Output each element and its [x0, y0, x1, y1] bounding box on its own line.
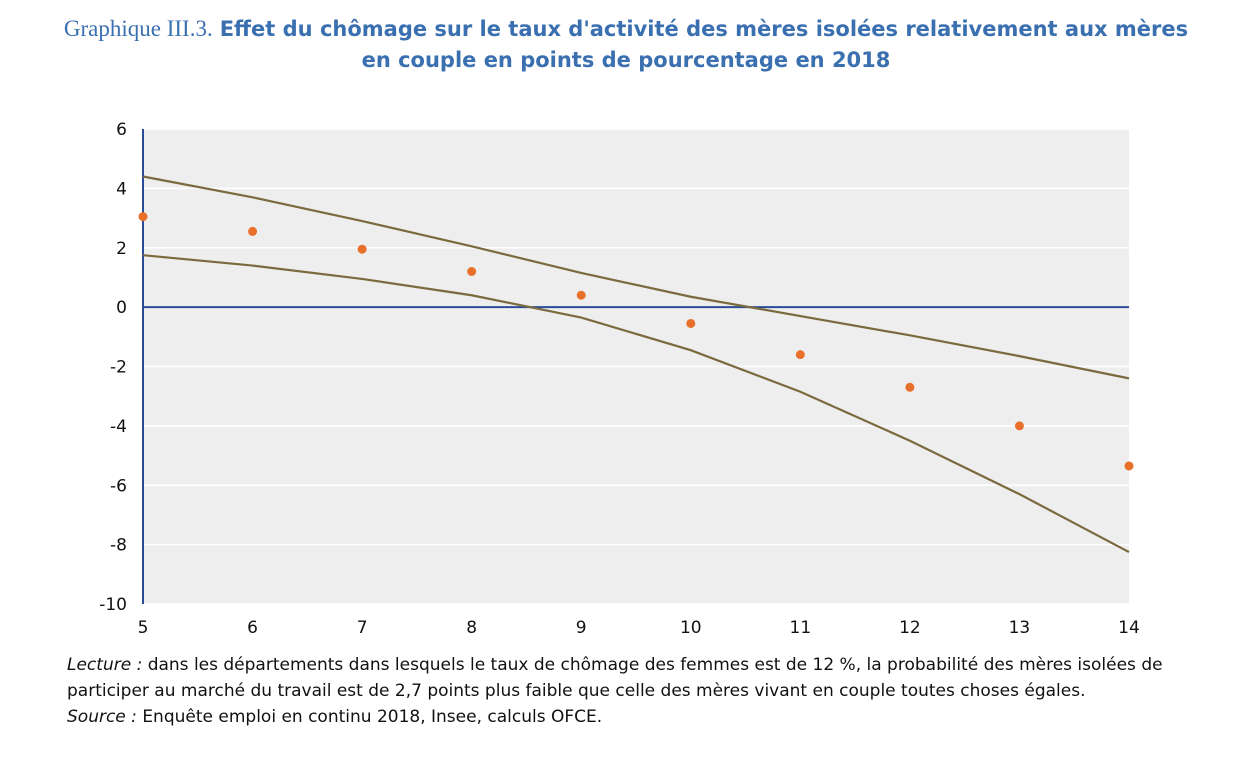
chart-notes: Lecture : dans les départements dans les…: [67, 652, 1177, 730]
lecture-note: Lecture : dans les départements dans les…: [67, 652, 1177, 704]
x-tick-label: 14: [1118, 618, 1140, 638]
y-tick-label: 4: [116, 179, 127, 199]
y-tick-label: -2: [110, 358, 127, 378]
x-tick-label: 6: [247, 618, 258, 638]
chart-title: Graphique III.3. Effet du chômage sur le…: [0, 14, 1252, 76]
data-point: [1124, 461, 1134, 471]
data-point: [686, 318, 696, 328]
lecture-label: Lecture :: [67, 655, 143, 675]
source-label: Source :: [67, 707, 137, 727]
data-point: [467, 267, 477, 276]
y-tick-label: -4: [110, 417, 127, 437]
lecture-text: dans les départements dans lesquels le t…: [67, 655, 1163, 701]
y-tick-label: 6: [116, 120, 127, 140]
x-tick-label: 5: [138, 618, 149, 638]
data-point: [576, 290, 586, 300]
x-tick-label: 9: [576, 618, 587, 638]
chart-title-line1: Effet du chômage sur le taux d'activité …: [219, 17, 1189, 41]
y-tick-label: 2: [116, 239, 127, 259]
data-point: [357, 244, 367, 254]
data-point: [905, 382, 915, 392]
chart-title-line2: en couple en points de pourcentage en 20…: [361, 48, 891, 72]
data-point: [138, 212, 148, 222]
data-point: [1014, 421, 1024, 431]
data-point: [795, 350, 805, 360]
y-tick-label: -8: [110, 536, 127, 556]
x-tick-label: 13: [1009, 618, 1031, 638]
source-text: Enquête emploi en continu 2018, Insee, c…: [142, 707, 603, 727]
x-tick-label: 7: [357, 618, 368, 638]
y-tick-label: 0: [116, 298, 127, 318]
data-point: [248, 226, 258, 236]
chart-title-prefix: Graphique III.3.: [63, 16, 213, 41]
confidence-bound-line: [142, 254, 1130, 554]
source-note: Source : Enquête emploi en continu 2018,…: [67, 704, 1177, 730]
y-tick-label: -6: [110, 476, 127, 496]
x-tick-label: 10: [680, 618, 702, 638]
y-tick-label: -10: [99, 595, 127, 615]
confidence-bound-line: [142, 175, 1130, 380]
chart-svg: 6 4 2 0 -2 -4 -6 -8 -10 5 6 7 8 9 10 11 12 13 14: [99, 120, 1140, 638]
x-tick-label: 8: [466, 618, 477, 638]
x-tick-label: 11: [790, 618, 812, 638]
x-tick-label: 12: [899, 618, 921, 638]
